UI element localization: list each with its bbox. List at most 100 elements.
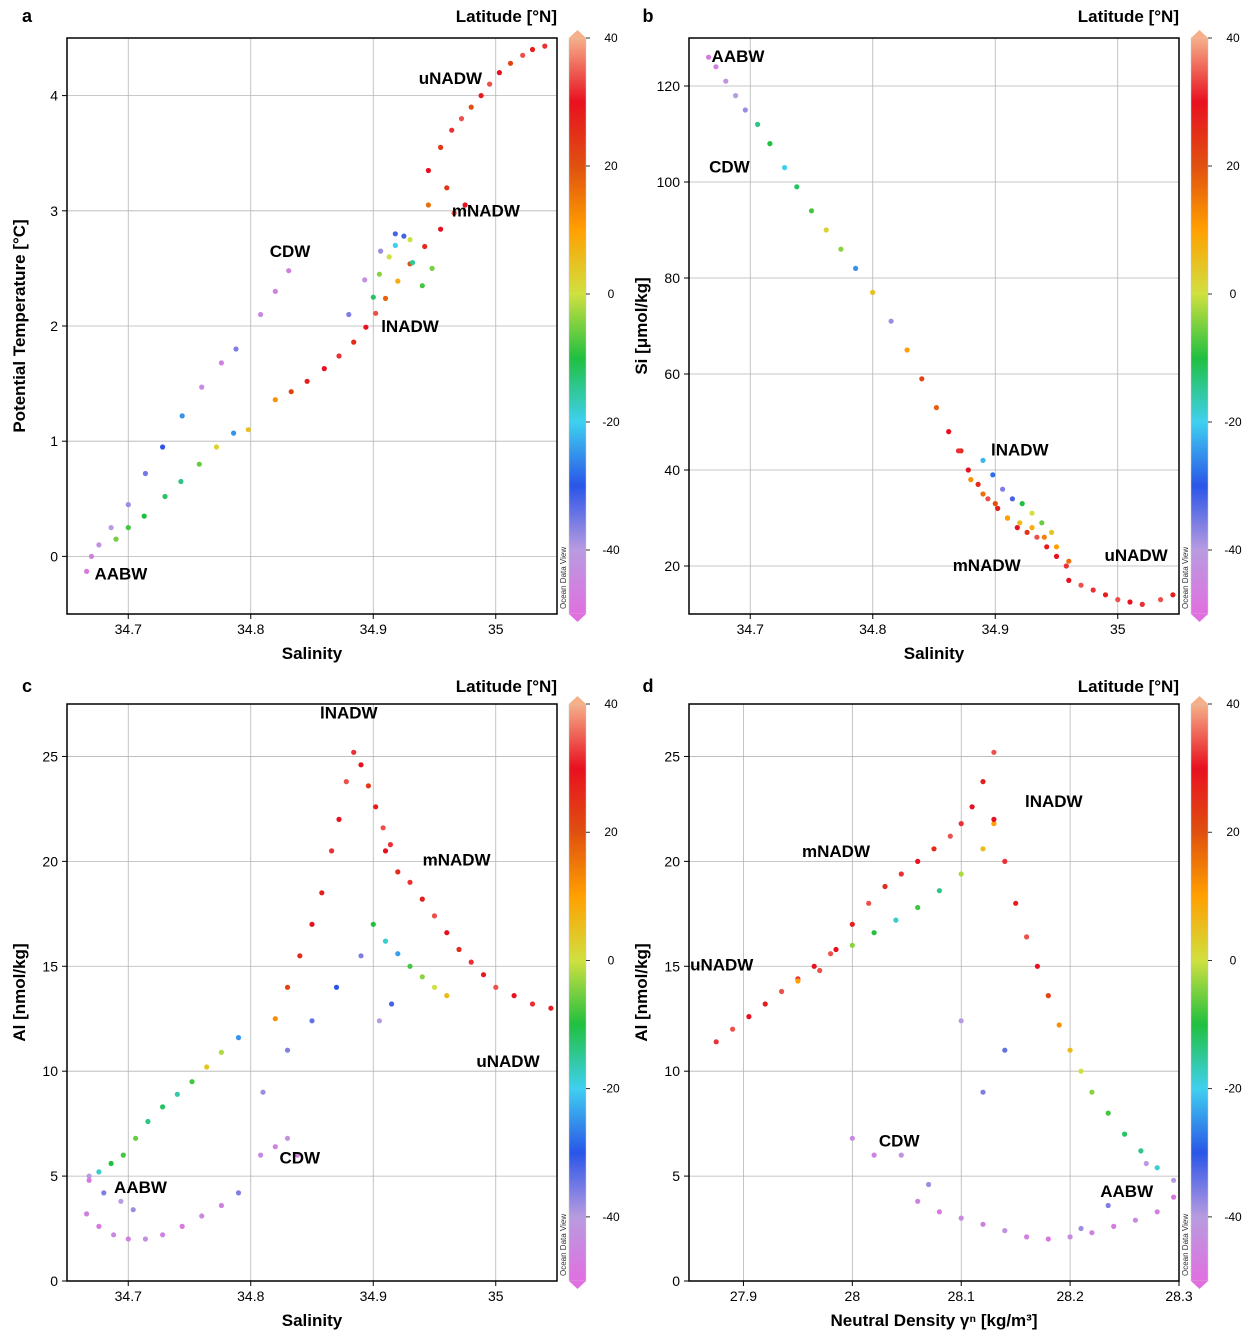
colorbar-tick-label: -20 (602, 1082, 620, 1096)
data-point (487, 81, 493, 87)
data-point (365, 783, 371, 789)
series-8 (260, 953, 395, 1095)
data-point (1105, 1110, 1111, 1116)
data-point (995, 505, 1001, 511)
data-point (395, 869, 401, 875)
series-1 (84, 268, 292, 575)
data-point (888, 318, 894, 324)
x-tick-label: 35 (1110, 621, 1126, 637)
y-tick-label: 1 (50, 433, 58, 449)
annotation-label: AABW (94, 564, 148, 583)
data-point (204, 1064, 210, 1070)
data-point (1044, 544, 1050, 550)
plot-frame (688, 37, 1180, 615)
data-point (1154, 1165, 1160, 1171)
data-point (1009, 496, 1016, 502)
data-point (1002, 858, 1008, 865)
data-point (991, 749, 997, 755)
data-point (1049, 529, 1055, 536)
data-point (1056, 1022, 1062, 1028)
data-point (108, 1160, 114, 1167)
data-point (125, 502, 131, 508)
data-point (1024, 1234, 1030, 1240)
data-point (407, 963, 413, 969)
odv-watermark: Ocean Data View (1181, 1214, 1190, 1276)
data-point (125, 525, 131, 531)
series-5 (1066, 577, 1176, 608)
data-point (936, 1209, 943, 1215)
data-point (980, 1089, 986, 1095)
data-point (235, 1035, 242, 1041)
colorbar-tick-label: 20 (604, 159, 618, 173)
data-point (395, 278, 401, 284)
colorbar-tick-label: 20 (1226, 825, 1240, 839)
data-point (795, 978, 801, 984)
data-point (179, 413, 185, 419)
data-point (1089, 1230, 1095, 1236)
data-point (1039, 520, 1045, 526)
y-tick-label: 60 (664, 366, 680, 382)
data-point (1024, 934, 1030, 940)
annotation-label: mNADW (802, 842, 871, 861)
data-point (142, 1236, 148, 1242)
colorbar-tick-label: 0 (608, 953, 615, 967)
data-point (507, 60, 514, 66)
data-point (1078, 582, 1084, 588)
x-tick-label: 34.7 (115, 621, 142, 637)
data-point (969, 804, 975, 810)
series-1 (713, 951, 834, 1045)
data-point (343, 779, 349, 785)
data-point (849, 921, 855, 927)
data-point (870, 289, 876, 295)
data-point (1171, 1194, 1177, 1200)
data-point (1014, 525, 1020, 531)
data-point (456, 946, 462, 953)
data-point (1004, 515, 1011, 521)
data-point (919, 376, 925, 382)
data-point (429, 265, 435, 271)
colorbar-tick-label: 20 (604, 825, 618, 839)
x-tick-label: 34.8 (237, 621, 264, 637)
data-point (233, 346, 239, 352)
data-point (120, 1152, 126, 1158)
data-point (362, 277, 368, 283)
data-point (401, 233, 407, 239)
annotation-label: uNADW (476, 1052, 540, 1071)
annotation-label: CDW (879, 1132, 921, 1151)
data-point (975, 481, 981, 487)
y-tick-label: 25 (664, 748, 680, 764)
plot-frame (66, 703, 558, 1282)
data-point (1105, 1202, 1111, 1209)
data-point (174, 1091, 180, 1097)
colorbar-title: Latitude [°N] (456, 677, 557, 696)
data-point (462, 202, 468, 208)
data-point (713, 64, 719, 70)
data-point (309, 1018, 315, 1024)
data-point (304, 378, 310, 384)
data-point (1089, 1089, 1095, 1095)
data-point (1041, 534, 1047, 540)
data-point (351, 749, 357, 755)
data-point (915, 904, 921, 911)
data-point (529, 1001, 536, 1007)
data-point (968, 477, 974, 483)
data-point (991, 816, 997, 823)
data-point (1053, 544, 1060, 550)
data-point (1000, 486, 1006, 492)
data-point (958, 1215, 964, 1221)
colorbar-top-arrow (569, 696, 586, 704)
data-point (893, 917, 899, 923)
data-point (1078, 1068, 1084, 1074)
colorbar-tick-label: 20 (1226, 159, 1240, 173)
data-point (849, 942, 855, 948)
colorbar-tick-label: -40 (602, 1210, 620, 1224)
data-point (218, 1202, 224, 1209)
data-point (96, 1223, 102, 1229)
data-point (1024, 529, 1030, 536)
colorbar-top-arrow (1191, 30, 1208, 38)
x-tick-label: 34.8 (859, 621, 886, 637)
data-point (382, 848, 389, 854)
data-point (419, 974, 425, 980)
data-point (297, 953, 303, 959)
